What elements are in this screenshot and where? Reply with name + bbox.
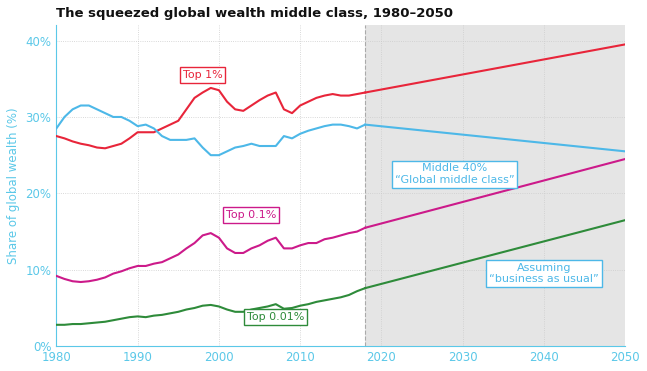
Text: Top 0.01%: Top 0.01% (247, 312, 305, 322)
Y-axis label: Share of global wealth (%): Share of global wealth (%) (7, 108, 20, 264)
Text: Top 0.1%: Top 0.1% (226, 210, 277, 220)
Text: Middle 40%
“Global middle class”: Middle 40% “Global middle class” (395, 164, 514, 185)
Text: The squeezed global wealth middle class, 1980–2050: The squeezed global wealth middle class,… (56, 7, 454, 20)
Text: Top 1%: Top 1% (182, 70, 223, 80)
Text: Assuming
“business as usual”: Assuming “business as usual” (489, 263, 599, 285)
Bar (365, 25, 625, 346)
